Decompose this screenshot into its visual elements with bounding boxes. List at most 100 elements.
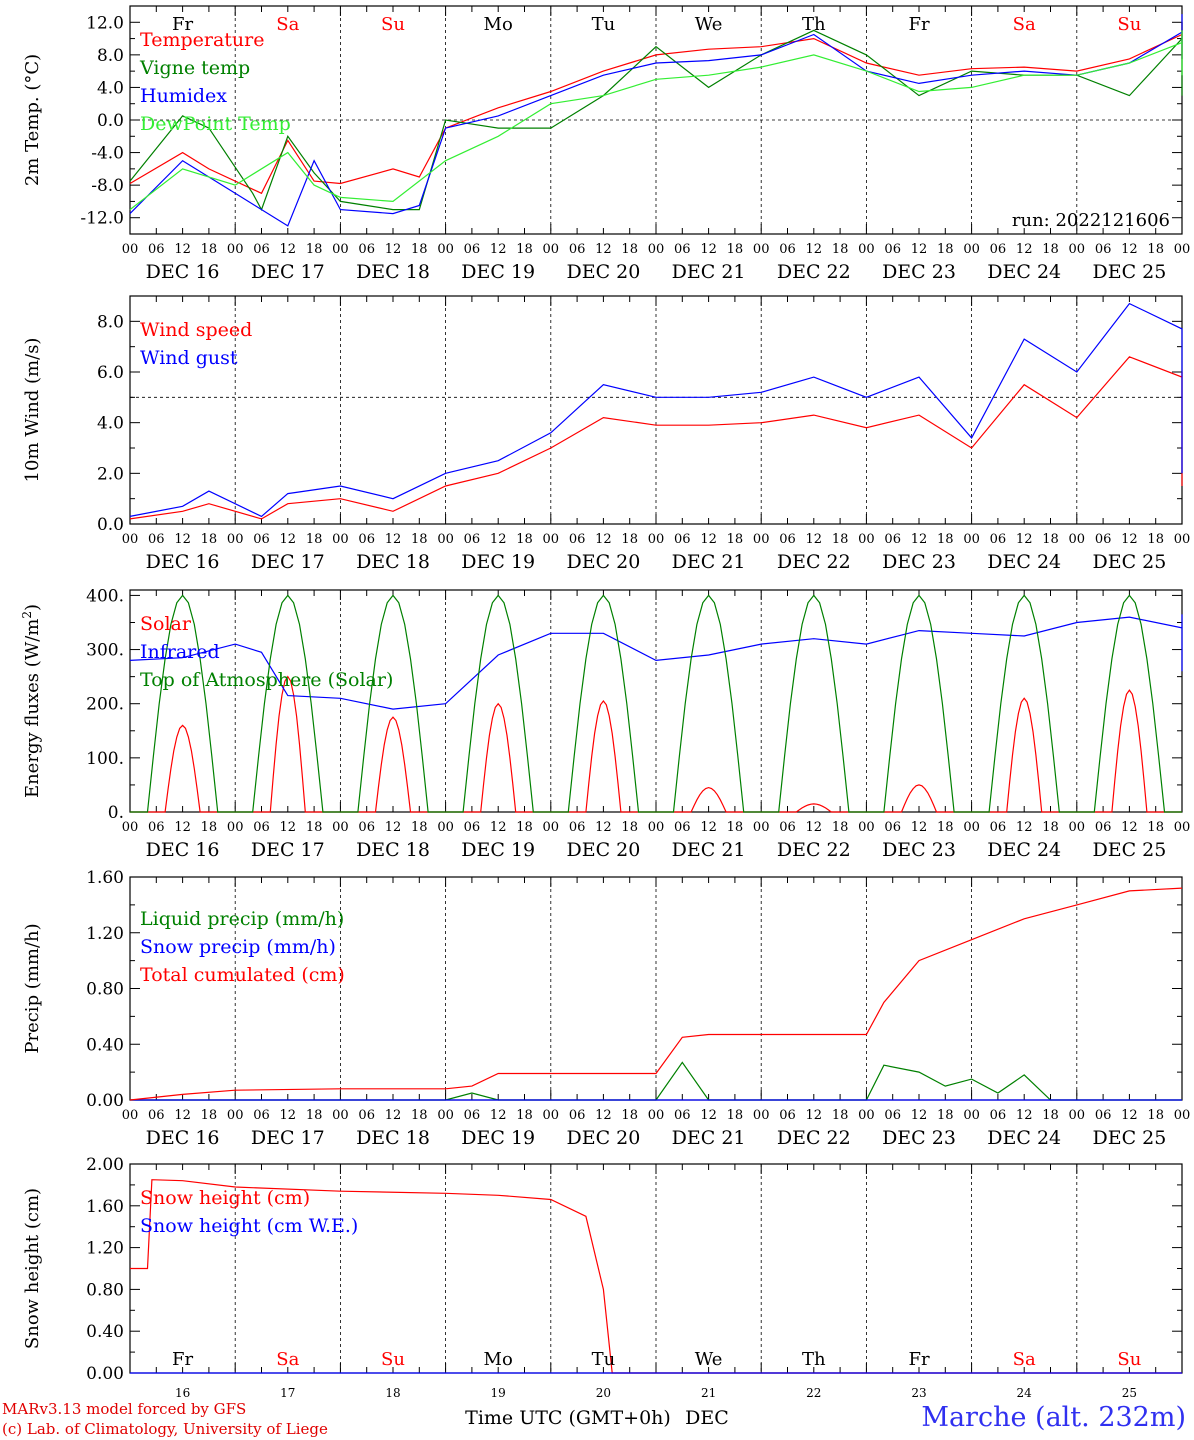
y-tick-label: 12.0: [86, 13, 124, 33]
date-label: DEC 19: [461, 551, 535, 573]
weekday-label: Fr: [172, 1349, 193, 1370]
legend-entry: DewPoint Temp: [140, 113, 291, 135]
date-label: DEC 17: [251, 261, 325, 283]
hour-tick-label: 18: [306, 820, 323, 835]
hour-tick-label: 18: [411, 820, 428, 835]
date-label: DEC 20: [566, 551, 640, 573]
hour-tick-label: 12: [1121, 1108, 1138, 1123]
hour-tick-label: 18: [937, 242, 954, 257]
weekday-label: We: [695, 14, 723, 35]
series-line: [129, 30, 1183, 211]
y-tick-label: 1.20: [86, 924, 124, 944]
hour-tick-label: 12: [700, 242, 717, 257]
hour-tick-label: 00: [963, 532, 980, 547]
hour-tick-label: 18: [621, 242, 638, 257]
hour-tick-label: 18: [832, 242, 849, 257]
hour-tick-label: 06: [464, 532, 481, 547]
weekday-label: Sa: [276, 1349, 299, 1370]
date-label: DEC 24: [987, 261, 1061, 283]
hour-tick-label: 00: [858, 242, 875, 257]
day-number-label: 24: [1017, 1386, 1033, 1400]
hour-tick-label: 00: [648, 532, 665, 547]
date-label: DEC 24: [987, 551, 1061, 573]
credit-model: MARv3.13 model forced by GFS: [2, 1400, 247, 1418]
date-label: DEC 21: [672, 261, 746, 283]
y-tick-label: 0.0: [97, 111, 124, 131]
legend-entry: Top of Atmosphere (Solar): [140, 669, 393, 691]
legend-entry: Temperature: [140, 29, 264, 51]
hour-tick-label: 06: [779, 532, 796, 547]
x-axis-label: Time UTC (GMT+0h): [465, 1407, 671, 1429]
date-label: DEC 24: [987, 1127, 1061, 1149]
hour-tick-label: 12: [1121, 820, 1138, 835]
hour-tick-label: 06: [358, 242, 375, 257]
x-axis-unit: DEC: [685, 1407, 729, 1429]
hour-tick-label: 18: [621, 1108, 638, 1123]
hour-tick-label: 18: [832, 532, 849, 547]
hour-tick-label: 06: [990, 1108, 1007, 1123]
hour-tick-label: 12: [385, 242, 402, 257]
hour-tick-label: 00: [543, 242, 560, 257]
hour-tick-label: 06: [674, 242, 691, 257]
hour-tick-label: 00: [227, 1108, 244, 1123]
hour-tick-label: 18: [832, 1108, 849, 1123]
y-axis-label: 2m Temp. (°C): [22, 54, 43, 186]
y-tick-label: 0.40: [86, 1322, 124, 1342]
hour-tick-label: 12: [1016, 1108, 1033, 1123]
hour-tick-label: 12: [595, 532, 612, 547]
legend-entry: Humidex: [140, 85, 227, 107]
y-tick-label: 400.: [86, 586, 124, 606]
hour-tick-label: 06: [569, 820, 586, 835]
date-label: DEC 19: [461, 839, 535, 861]
hour-tick-label: 12: [385, 532, 402, 547]
weekday-label: Fr: [908, 14, 929, 35]
y-tick-label: 8.0: [97, 312, 124, 332]
y-tick-label: 0.00: [86, 1364, 124, 1384]
hour-tick-label: 06: [779, 1108, 796, 1123]
date-label: DEC 21: [672, 839, 746, 861]
series-line: [130, 1179, 1182, 1374]
y-tick-label: 2.0: [97, 464, 124, 484]
y-tick-label: 6.0: [97, 363, 124, 383]
weekday-label: Fr: [172, 14, 193, 35]
hour-tick-label: 06: [569, 242, 586, 257]
date-label: DEC 23: [882, 261, 956, 283]
hour-tick-label: 18: [411, 242, 428, 257]
weekday-label: Th: [802, 14, 826, 35]
y-axis-label: Snow height (cm): [22, 1188, 43, 1349]
panel-5: [129, 1163, 1183, 1374]
hour-tick-label: 18: [411, 532, 428, 547]
hour-tick-label: 18: [937, 532, 954, 547]
hour-tick-label: 12: [1016, 242, 1033, 257]
y-tick-label: 0.80: [86, 1280, 124, 1300]
hour-tick-label: 00: [753, 820, 770, 835]
hour-tick-label: 12: [700, 532, 717, 547]
hour-tick-label: 12: [1121, 242, 1138, 257]
date-label: DEC 20: [566, 839, 640, 861]
hour-tick-label: 06: [569, 532, 586, 547]
date-label: DEC 21: [672, 551, 746, 573]
date-label: DEC 19: [461, 1127, 535, 1149]
weekday-label: Mo: [484, 14, 513, 35]
day-number-label: 16: [175, 1386, 190, 1400]
day-number-label: 21: [701, 1386, 716, 1400]
date-label: DEC 18: [356, 551, 430, 573]
hour-tick-label: 12: [174, 1108, 191, 1123]
hour-tick-label: 18: [1042, 532, 1059, 547]
hour-tick-label: 12: [280, 242, 297, 257]
hour-tick-label: 18: [1147, 1108, 1164, 1123]
hour-tick-label: 06: [990, 820, 1007, 835]
y-tick-label: 0.40: [86, 1035, 124, 1055]
hour-tick-label: 00: [122, 820, 139, 835]
hour-tick-label: 00: [227, 820, 244, 835]
day-number-label: 23: [911, 1386, 926, 1400]
hour-tick-label: 06: [884, 1108, 901, 1123]
hour-tick-label: 06: [1095, 820, 1112, 835]
hour-tick-label: 12: [174, 242, 191, 257]
hour-tick-label: 06: [779, 242, 796, 257]
hour-tick-label: 18: [937, 820, 954, 835]
date-label: DEC 18: [356, 261, 430, 283]
hour-tick-label: 18: [306, 242, 323, 257]
hour-tick-label: 00: [753, 242, 770, 257]
series-line: [130, 675, 1182, 813]
